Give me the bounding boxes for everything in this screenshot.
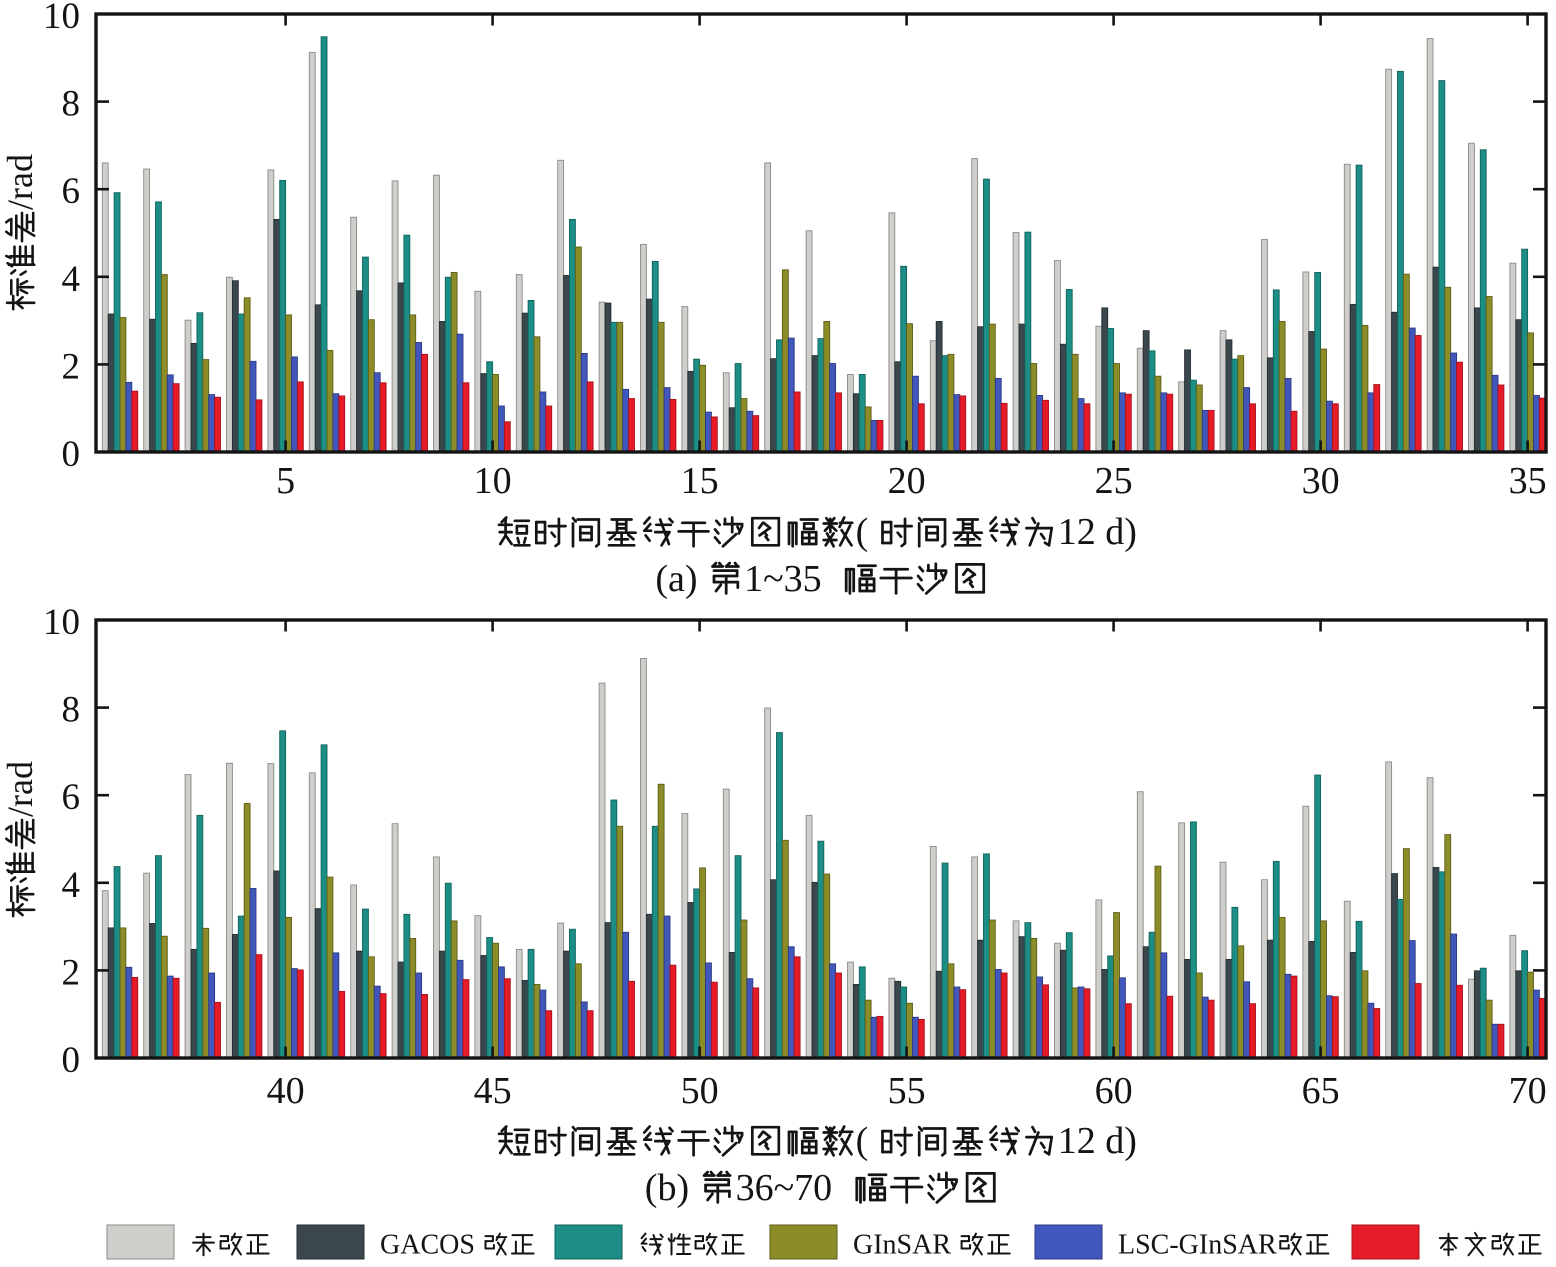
- svg-text:55: 55: [888, 1070, 926, 1112]
- svg-text:65: 65: [1302, 1070, 1340, 1112]
- svg-text:70: 70: [1509, 1070, 1547, 1112]
- svg-text:20: 20: [888, 460, 926, 502]
- svg-text:/rad: /rad: [0, 761, 40, 817]
- svg-text:5: 5: [276, 460, 295, 502]
- svg-text:0: 0: [62, 1040, 81, 1081]
- svg-text:6: 6: [62, 171, 81, 212]
- svg-text:60: 60: [1095, 1070, 1133, 1112]
- svg-text:0: 0: [62, 434, 81, 475]
- svg-text:35: 35: [1509, 460, 1547, 502]
- svg-text:2: 2: [62, 346, 81, 387]
- svg-text:1~35: 1~35: [744, 558, 822, 600]
- svg-text:12 d): 12 d): [1058, 511, 1137, 553]
- svg-text:30: 30: [1302, 460, 1340, 502]
- svg-text:/rad: /rad: [0, 154, 40, 210]
- svg-text:GACOS: GACOS: [380, 1230, 475, 1261]
- svg-text:2: 2: [62, 952, 81, 993]
- svg-text:15: 15: [681, 460, 719, 502]
- svg-text:8: 8: [62, 690, 81, 731]
- svg-text:8: 8: [62, 84, 81, 125]
- svg-text:45: 45: [474, 1070, 512, 1112]
- svg-text:25: 25: [1095, 460, 1133, 502]
- svg-text:10: 10: [43, 0, 80, 37]
- svg-text:4: 4: [62, 259, 81, 300]
- svg-text:4: 4: [62, 865, 81, 906]
- svg-text:(a): (a): [655, 558, 697, 600]
- svg-text:10: 10: [474, 460, 512, 502]
- svg-text:40: 40: [267, 1070, 305, 1112]
- svg-text:36~70: 36~70: [736, 1167, 833, 1209]
- svg-text:12 d): 12 d): [1058, 1120, 1137, 1162]
- svg-text:(: (: [856, 511, 869, 553]
- svg-text:(b): (b): [645, 1167, 689, 1209]
- svg-text:6: 6: [62, 777, 81, 818]
- svg-text:(: (: [856, 1120, 869, 1162]
- svg-text:50: 50: [681, 1070, 719, 1112]
- svg-text:GInSAR: GInSAR: [853, 1230, 951, 1261]
- svg-text:LSC-GInSAR: LSC-GInSAR: [1118, 1230, 1277, 1261]
- svg-text:10: 10: [43, 602, 80, 643]
